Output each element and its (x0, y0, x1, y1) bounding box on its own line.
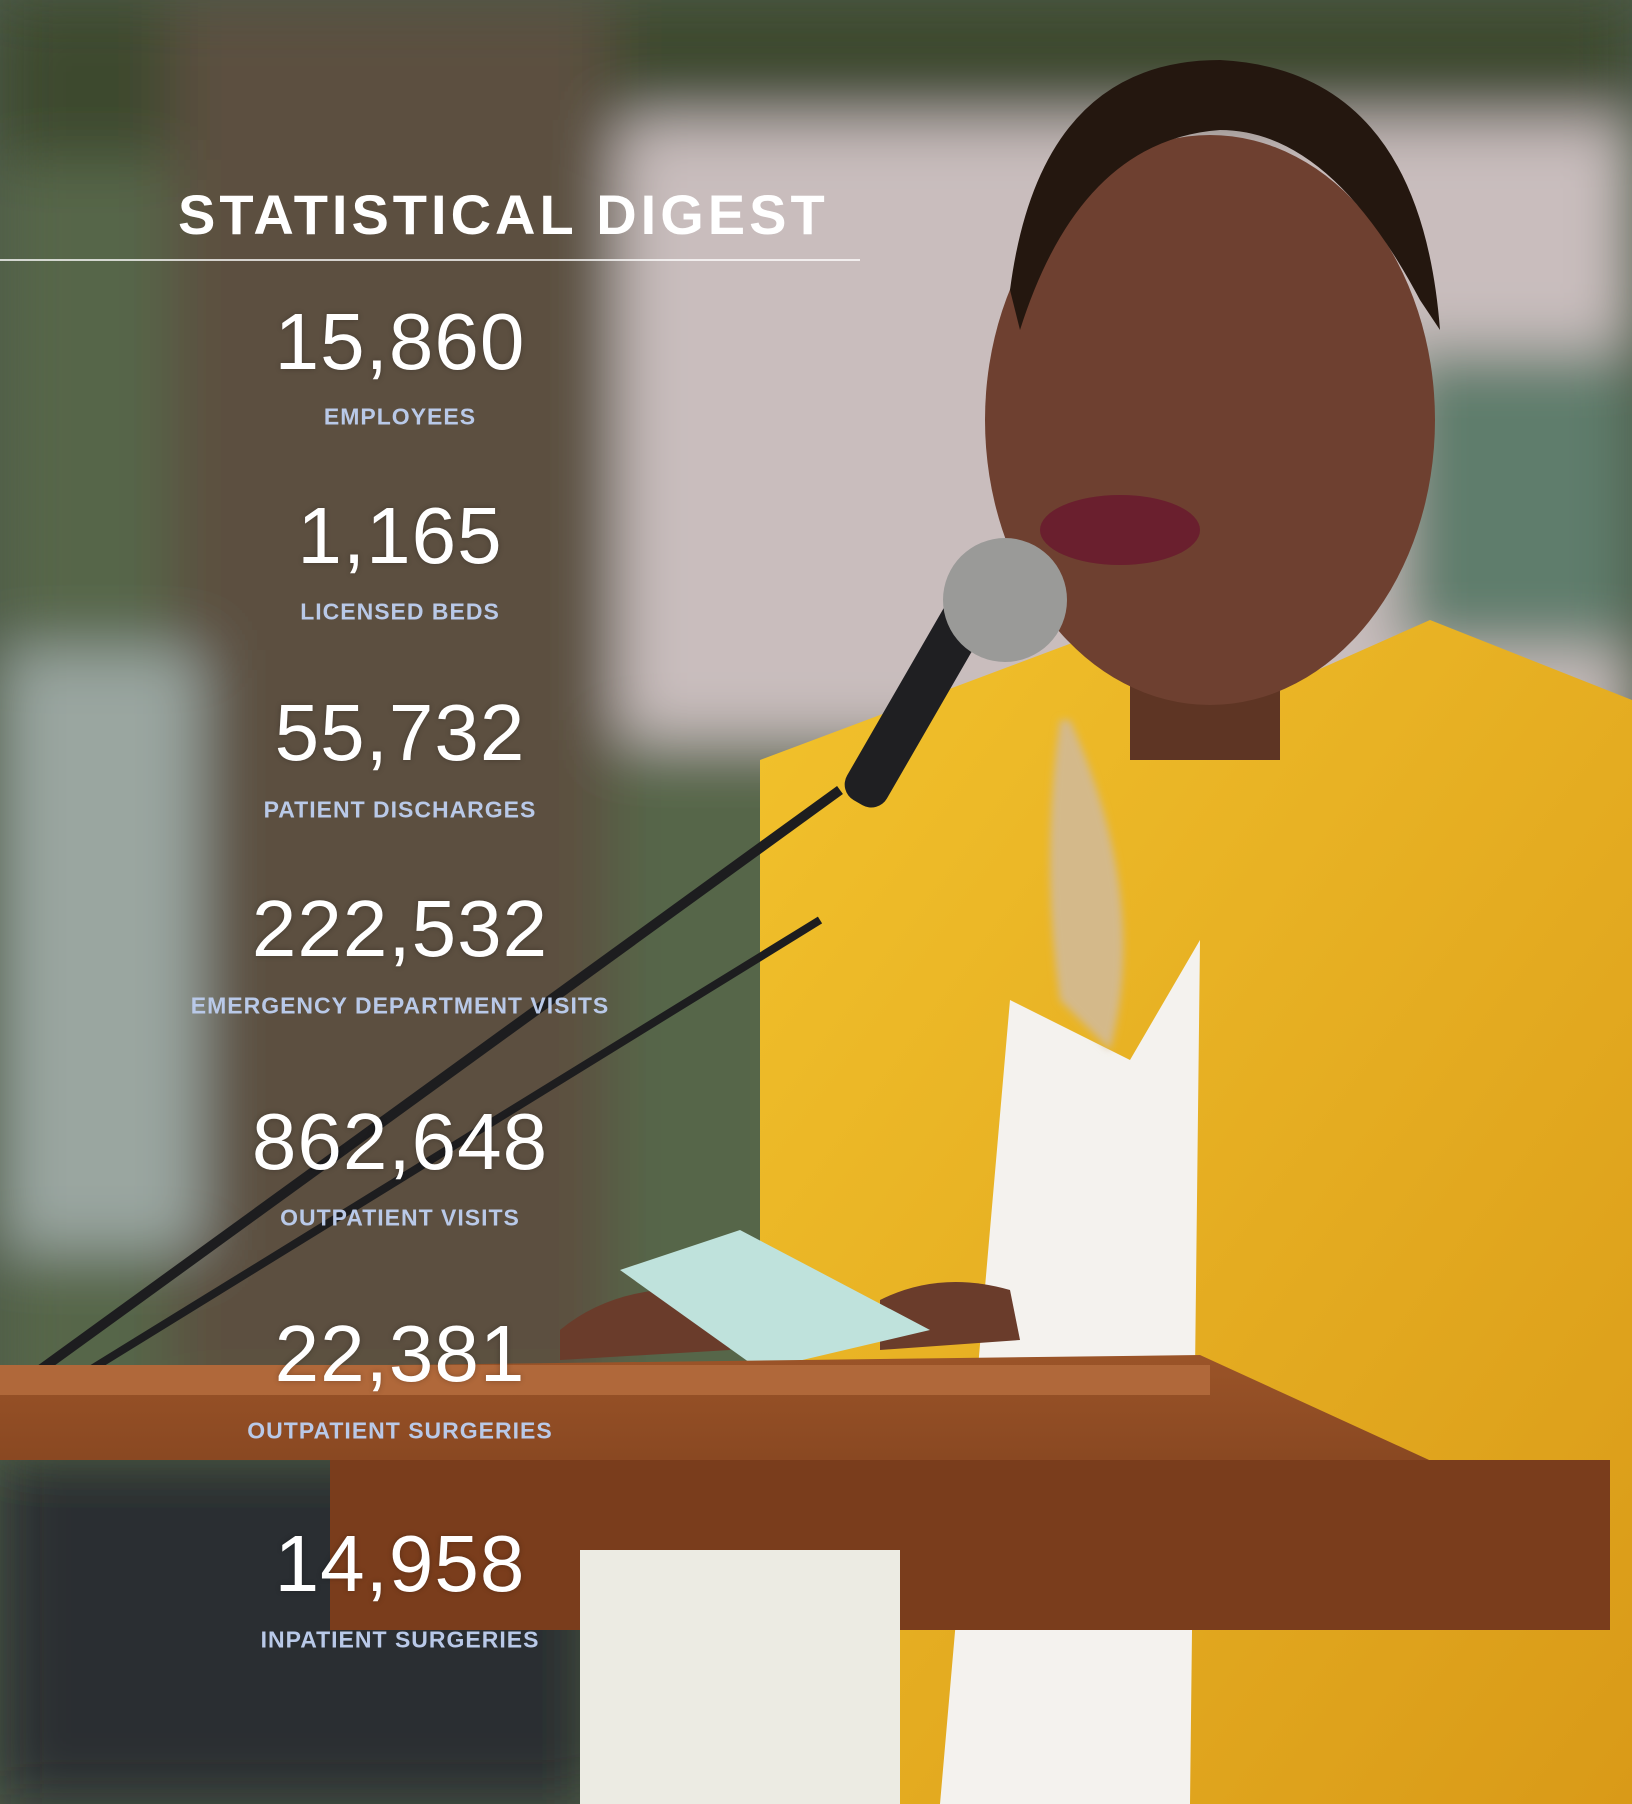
stat-value: 15,860 (150, 296, 650, 388)
stat-value: 22,381 (150, 1308, 650, 1400)
stat-value: 55,732 (150, 687, 650, 779)
stat-label: INPATIENT SURGERIES (100, 1627, 700, 1654)
title: STATISTICAL DIGEST (178, 182, 829, 247)
stat-value: 14,958 (150, 1518, 650, 1610)
title-rule (0, 259, 860, 261)
stat-value: 222,532 (150, 883, 650, 975)
stat-label: OUTPATIENT SURGERIES (100, 1418, 700, 1445)
page: STATISTICAL DIGEST 15,860 EMPLOYEES 1,165 L… (0, 0, 1632, 1804)
stat-label: OUTPATIENT VISITS (100, 1205, 700, 1232)
stat-value: 862,648 (150, 1096, 650, 1188)
stat-label: EMPLOYEES (100, 404, 700, 431)
stat-label: EMERGENCY DEPARTMENT VISITS (100, 993, 700, 1020)
stat-label: LICENSED BEDS (100, 599, 700, 626)
stat-value: 1,165 (150, 490, 650, 582)
stat-label: PATIENT DISCHARGES (100, 797, 700, 824)
